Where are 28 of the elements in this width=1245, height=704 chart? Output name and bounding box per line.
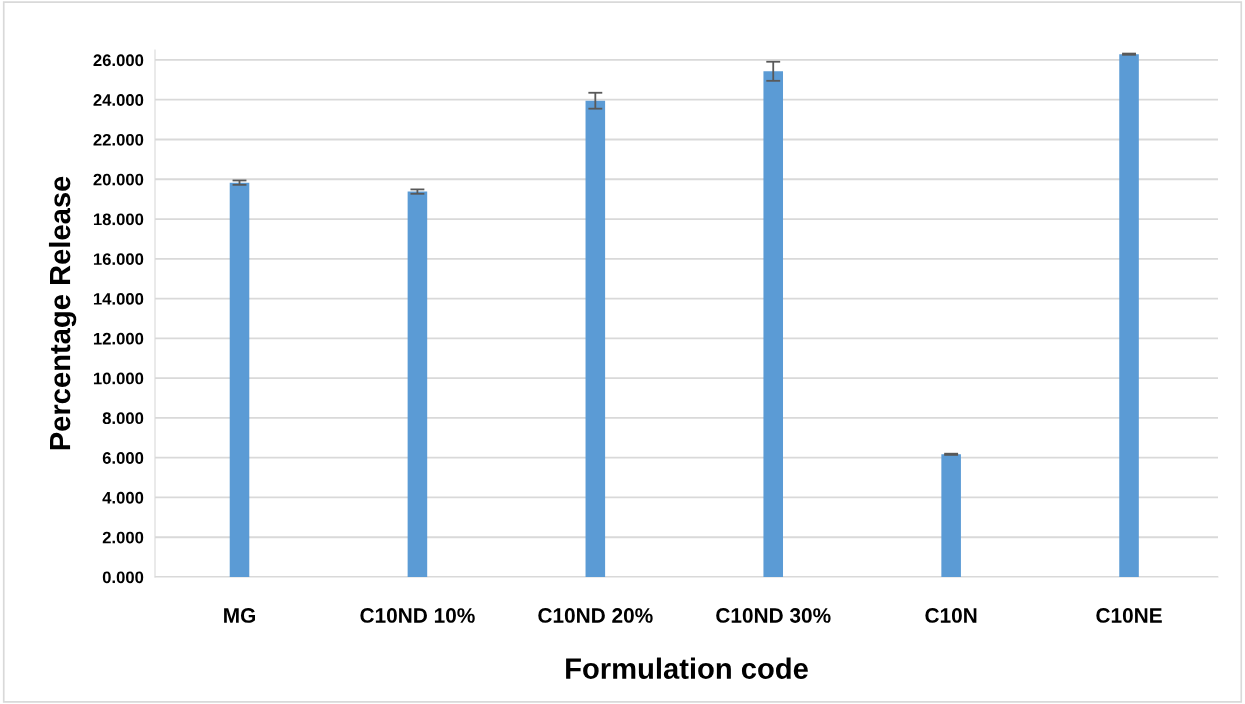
y-tick-label: 0.000 xyxy=(102,571,144,584)
x-tick-label: C10NE xyxy=(1096,608,1162,623)
y-tick-label: 22.000 xyxy=(93,133,144,146)
y-tick-label: 14.000 xyxy=(93,292,144,305)
bar xyxy=(585,100,606,577)
bar xyxy=(229,182,250,577)
x-tick-label: C10N xyxy=(925,608,977,623)
y-tick-label: 6.000 xyxy=(102,452,144,464)
x-axis-title: Formulation code xyxy=(566,657,808,679)
bar xyxy=(941,454,961,577)
y-tick-label: 12.000 xyxy=(93,332,144,345)
y-tick-label: 18.000 xyxy=(93,213,144,226)
y-tick-label: 24.000 xyxy=(93,94,144,106)
bar xyxy=(1119,54,1139,577)
y-tick-label: 16.000 xyxy=(93,253,144,266)
bar xyxy=(407,191,428,577)
y-axis-title: Percentage Release xyxy=(48,176,77,450)
y-tick-label: 20.000 xyxy=(93,173,144,186)
y-tick-label: 2.000 xyxy=(102,531,144,544)
x-tick-label: C10ND 20% xyxy=(538,608,653,623)
x-tick-label: C10ND 30% xyxy=(716,608,831,623)
y-tick-label: 8.000 xyxy=(102,412,144,425)
bar xyxy=(763,71,784,577)
x-tick-label: MG xyxy=(224,608,255,623)
y-tick-label: 4.000 xyxy=(102,491,144,504)
y-tick-label: 10.000 xyxy=(93,372,144,385)
y-tick-label: 26.000 xyxy=(93,54,144,67)
x-tick-label: C10ND 10% xyxy=(360,608,475,623)
